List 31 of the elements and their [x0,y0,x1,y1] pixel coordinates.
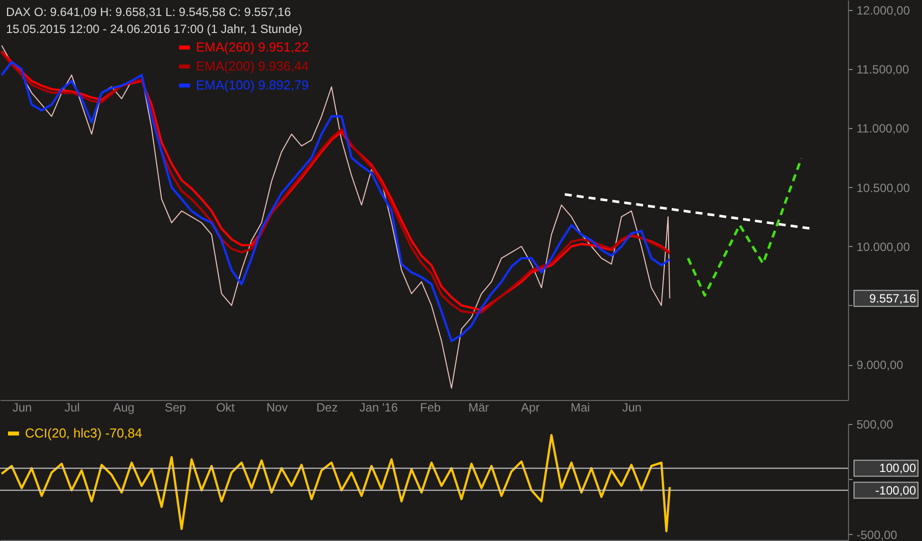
x-tick-label: Sep [164,400,186,414]
text: 9.557,16 [869,291,916,306]
x-tick-label: Mai [570,400,590,414]
legend-label: EMA(260) 9.951,22 [196,40,309,54]
x-tick-label: Jun [12,400,32,414]
x-tick-label: Feb [420,400,441,414]
x-tick-label: Nov [266,400,288,414]
y-tick-label: 11.000,00 [856,122,910,136]
y-tick-label: -500,00 [856,528,898,541]
x-tick-label: Dez [316,400,338,414]
x-tick-label: Apr [520,400,540,414]
x-tick-label: Jan '16 [360,400,398,414]
x-tick-label: Aug [113,400,134,414]
legend-label: EMA(100) 9.892,79 [196,78,309,92]
y-tick-label: 9.000,00 [856,358,904,372]
x-tick-label: Mär [468,400,489,414]
ref-line-label: -100,00 [875,483,916,498]
annotation: DAX O: 9.641,09 H: 9.658,31 L: 9.545,58 C: 9.557,16 [6,5,292,19]
x-tick-label: Jul [64,400,80,414]
ref-line-label: 100,00 [879,461,916,476]
x-tick-label: Okt [216,400,236,414]
y-tick-label: 11.500,00 [856,62,910,77]
y-tick-label: 10.500,00 [856,180,910,195]
y-tick-label: 12.000,00 [856,4,910,18]
legend-label: CCI(20, hlc3) -70,84 [25,426,142,440]
y-tick-label: 10.000,00 [856,240,910,254]
line-series [686,157,803,297]
y-tick-label: 500,00 [856,418,894,432]
legend-label: EMA(200) 9.936,44 [196,58,309,74]
annotation: 15.05.2015 12:00 - 24.06.2016 17:00 (1 Jahr, 1 Stunde) [6,22,302,36]
x-tick-label: Jun [622,400,642,414]
